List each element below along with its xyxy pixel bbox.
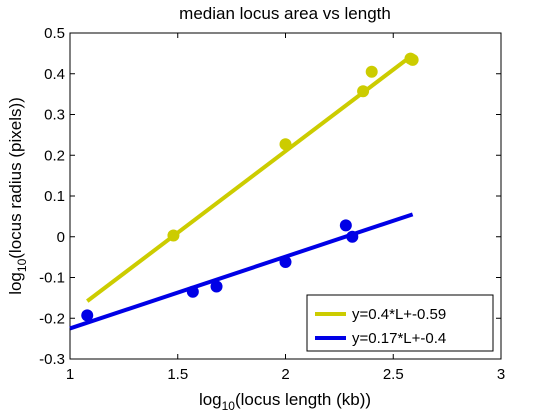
x-tick-label: 1.5 bbox=[167, 366, 188, 383]
y-tick-label: 0.3 bbox=[44, 107, 65, 124]
data-point-series-2 bbox=[346, 230, 359, 243]
y-tick-label: -0.3 bbox=[39, 351, 65, 368]
x-axis: 1 1.5 2 2.5 3 bbox=[66, 33, 505, 383]
data-point-series-2 bbox=[186, 285, 199, 298]
data-point-series-2 bbox=[81, 309, 94, 322]
y-tick-label: 0 bbox=[57, 229, 65, 246]
y-tick-label: 0.4 bbox=[44, 66, 65, 83]
legend-box bbox=[306, 294, 494, 352]
x-tick-label: 2.5 bbox=[383, 366, 404, 383]
data-points bbox=[81, 52, 419, 322]
chart-title: median locus area vs length bbox=[179, 4, 391, 23]
y-tick-label: 0.5 bbox=[44, 25, 65, 42]
x-axis-label-log: log bbox=[199, 390, 222, 409]
y-tick-label: 0.2 bbox=[44, 147, 65, 164]
y-axis: -0.3 -0.2 -0.1 0 0.1 0.2 0.3 0.4 0.5 bbox=[39, 25, 501, 368]
y-axis-label-text: (locus radius (pixels)) bbox=[6, 97, 25, 259]
x-tick-label: 1 bbox=[66, 366, 74, 383]
x-axis-label: log10(locus length (kb)) bbox=[199, 390, 371, 413]
y-tick-label: -0.2 bbox=[39, 310, 65, 327]
data-point-series-1 bbox=[365, 65, 378, 78]
x-tick-label: 2 bbox=[281, 366, 289, 383]
x-tick-label: 3 bbox=[497, 366, 505, 383]
y-axis-label-subscript: 10 bbox=[15, 258, 29, 272]
y-tick-label: 0.1 bbox=[44, 188, 65, 205]
data-point-series-1 bbox=[357, 85, 370, 98]
legend-label-series-1: y=0.4*L+-0.59 bbox=[352, 306, 446, 323]
x-axis-label-subscript: 10 bbox=[222, 399, 236, 413]
legend: y=0.4*L+-0.59 y=0.17*L+-0.4 bbox=[306, 294, 494, 352]
data-point-series-1 bbox=[167, 229, 180, 242]
y-axis-label: log10(locus radius (pixels)) bbox=[6, 97, 29, 295]
data-point-series-2 bbox=[210, 280, 223, 293]
legend-label-series-2: y=0.17*L+-0.4 bbox=[352, 330, 446, 347]
data-point-series-2 bbox=[339, 219, 352, 232]
fit-line-series-1 bbox=[86, 53, 414, 303]
data-point-series-1 bbox=[279, 138, 292, 151]
data-point-series-1 bbox=[406, 53, 419, 66]
x-axis-label-text: (locus length (kb)) bbox=[235, 390, 371, 409]
y-axis-label-log: log bbox=[6, 272, 25, 295]
y-tick-label: -0.1 bbox=[39, 270, 65, 287]
data-point-series-2 bbox=[279, 256, 292, 269]
